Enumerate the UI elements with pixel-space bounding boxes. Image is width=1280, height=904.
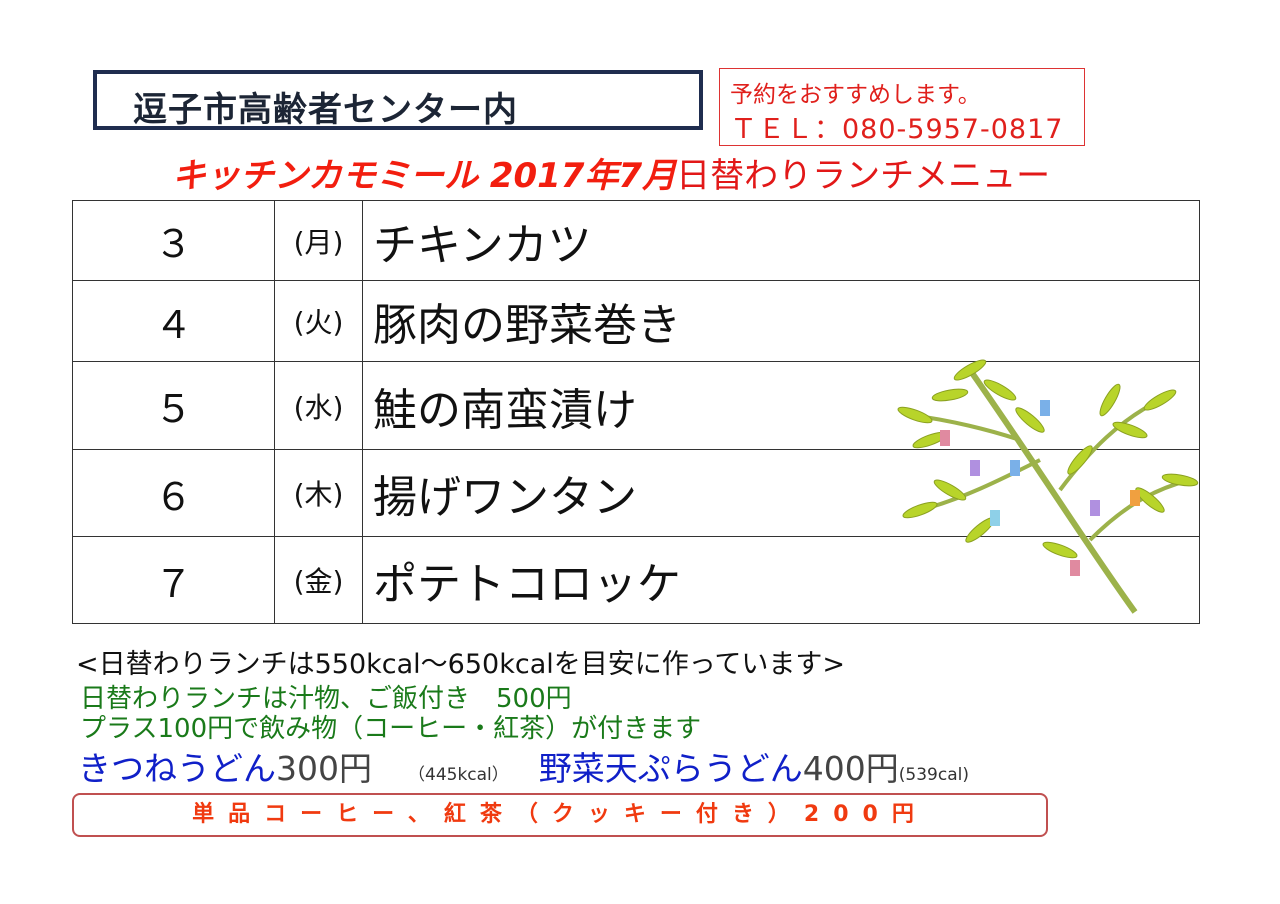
weekday-cell: (月) [274,200,363,281]
kitsune-udon-name: きつねうどん [78,749,276,788]
reservation-box: 予約をおすすめします。 ＴＥＬ：080-5957-0817 [719,68,1085,146]
table-row: ５ (水) 鮭の南蛮漬け [72,361,1200,450]
weekday-cell: (水) [274,361,363,450]
tempura-udon-price: 400円 [802,749,899,788]
page-title: キッチンカモミール 2017年7月日替わりランチメニュー [172,148,1050,197]
lunch-price-note: 日替わりランチは汁物、ご飯付き 500円 [80,684,572,714]
tempura-udon-kcal: (539cal) [898,765,969,785]
menu-table: ３ (月) チキンカツ ４ (火) 豚肉の野菜巻き ５ (水) 鮭の南蛮漬け ６ (木) 揚げワ… [72,200,1200,624]
dish-cell: 揚げワンタン [362,449,1200,537]
brand-name: キッチンカモミール 2017年7月 [172,156,677,196]
day-cell: ３ [72,200,275,281]
venue-label: 逗子市高齢者センター内 [133,90,518,130]
table-row: ６ (木) 揚げワンタン [72,449,1200,537]
day-cell: ４ [72,280,275,362]
venue-box: 逗子市高齢者センター内 [93,70,703,130]
weekday-cell: (金) [274,536,363,624]
kitsune-udon-kcal: （445kcal） [408,765,509,785]
dish-cell: 鮭の南蛮漬け [362,361,1200,450]
day-cell: ７ [72,536,275,624]
single-item-box: 単品コーヒー、紅茶（クッキー付き）200円 [72,793,1048,837]
udon-prices: きつねうどん300円 （445kcal） 野菜天ぷらうどん400円(539cal) [78,742,969,790]
calorie-note: <日替わりランチは550kcal～650kcalを目安に作っています> [76,649,846,680]
dish-cell: 豚肉の野菜巻き [362,280,1200,362]
single-item-text: 単品コーヒー、紅茶（クッキー付き）200円 [192,802,928,827]
dish-cell: チキンカツ [362,200,1200,281]
tempura-udon-name: 野菜天ぷらうどん [538,749,803,788]
weekday-cell: (火) [274,280,363,362]
tanabata-bamboo-icon [897,359,1199,614]
day-cell: ６ [72,449,275,537]
weekday-cell: (木) [274,449,363,537]
tel-number: ＴＥＬ：080-5957-0817 [730,114,1064,145]
reservation-note: 予約をおすすめします。 [730,82,981,108]
title-text: 日替わりランチメニュー [676,156,1051,196]
table-row: ３ (月) チキンカツ [72,200,1200,281]
kitsune-udon-price: 300円 [276,749,372,788]
drink-note: プラス100円で飲み物（コーヒー・紅茶）が付きます [80,714,702,744]
day-cell: ５ [72,361,275,450]
